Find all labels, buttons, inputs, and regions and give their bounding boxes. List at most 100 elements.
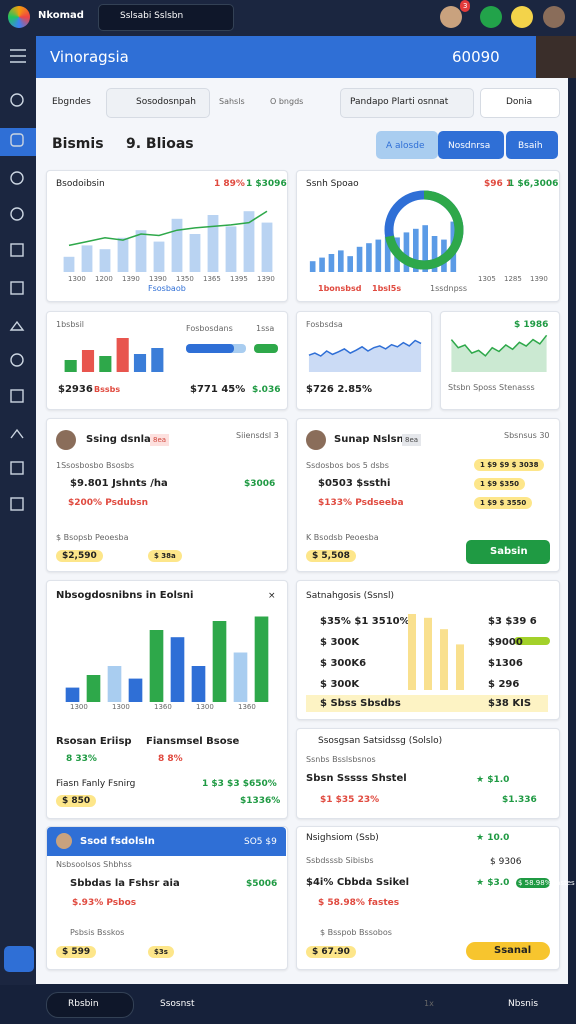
menu[interactable]: Donia <box>506 97 533 107</box>
progress-bar <box>186 344 234 353</box>
avatar <box>56 430 76 450</box>
option: O bngds <box>270 97 304 106</box>
date-button[interactable] <box>106 88 210 118</box>
tabs[interactable]: A alosde <box>386 141 425 151</box>
bar <box>151 348 164 372</box>
pill: $ 58.98% fastes <box>518 879 575 887</box>
card <box>296 311 432 410</box>
bar <box>403 232 410 272</box>
meta: Siiensdsl 3 <box>236 431 279 440</box>
bar <box>133 354 147 372</box>
amount: $ 67.90 <box>306 946 356 958</box>
sidebar-active[interactable] <box>0 128 36 156</box>
donut-segment <box>384 190 464 270</box>
bar <box>319 257 325 272</box>
bar <box>366 243 372 272</box>
bar <box>422 225 428 272</box>
bar <box>86 675 101 702</box>
item-values: $3 $39 6 <box>488 616 537 627</box>
speed: 1x <box>424 999 434 1008</box>
chart <box>450 334 548 372</box>
action-button[interactable] <box>466 942 550 960</box>
rating: ★ 10.0 <box>476 833 510 843</box>
avatar[interactable] <box>480 6 502 28</box>
avatar[interactable] <box>511 6 533 28</box>
value: $ 9306 <box>490 857 522 867</box>
chart <box>65 616 269 702</box>
x-labels: 1390 <box>122 275 140 283</box>
tabs[interactable]: Nosdnrsa <box>448 141 491 151</box>
bar <box>440 629 448 690</box>
change: $200% Psdubsn <box>68 498 149 508</box>
x-labels: 1365 <box>203 275 221 283</box>
tag: 8ea <box>150 434 170 446</box>
menu: Nbsnis <box>508 999 539 1009</box>
title: Bsodoibsin <box>56 179 105 189</box>
range-button[interactable] <box>340 88 474 118</box>
title: Nsighsiom (Ssb) <box>306 833 379 843</box>
title: Nbsogdosnibns in Eolsni <box>56 590 194 601</box>
bar <box>225 226 237 272</box>
avatar <box>306 430 326 450</box>
bar <box>99 356 112 372</box>
x-labels: 1395 <box>230 275 248 283</box>
line <box>308 339 422 357</box>
chart <box>408 614 464 690</box>
menu-dropdown[interactable] <box>480 88 560 118</box>
left-value: 8 33% <box>66 754 97 764</box>
bar <box>81 350 95 372</box>
action[interactable]: Sabsin <box>490 546 528 557</box>
x-labels: 1305 <box>478 275 496 283</box>
user-button[interactable] <box>46 992 134 1018</box>
bar <box>384 236 391 272</box>
progress-label: 1ssa <box>256 324 275 333</box>
range[interactable]: Pandapo Plarti osnnat <box>350 97 449 107</box>
change: Bssbs <box>94 385 121 394</box>
chart <box>308 339 422 372</box>
tab[interactable] <box>506 131 558 159</box>
avatar[interactable] <box>440 6 462 28</box>
badge: $3s <box>148 946 174 958</box>
workspace-select[interactable] <box>98 4 234 31</box>
date[interactable]: Sosodosnpah <box>136 97 196 107</box>
legends: 1bsl5s <box>372 284 402 293</box>
progress-title: Fosbosdans <box>186 324 233 333</box>
profile-avatar[interactable] <box>536 36 576 78</box>
name: Sunap Nslsne <box>334 434 411 445</box>
item: Sbbdas la Fshsr aia <box>70 878 180 889</box>
x-labels: 1200 <box>95 275 113 283</box>
user[interactable]: Rbsbin <box>68 999 99 1009</box>
bar <box>413 228 419 272</box>
sidebar-action[interactable] <box>4 946 34 972</box>
tags: 1 $9 $9 $ 3038 <box>474 459 545 471</box>
action-button[interactable] <box>466 540 550 564</box>
stat: $726 2.85% <box>306 384 373 395</box>
name: $4i% Cbbda Ssikel <box>306 877 410 888</box>
tab[interactable] <box>438 131 504 159</box>
tags: 1 $9 $350 <box>474 478 525 490</box>
action[interactable]: Ssanal <box>494 945 532 956</box>
change: 1 89% <box>214 179 245 189</box>
tabs[interactable]: Bsaih <box>518 141 543 151</box>
card <box>296 728 560 819</box>
legend: Fsosbaob <box>148 284 186 293</box>
card <box>440 311 560 410</box>
footer-right: $38 KIS <box>488 698 532 709</box>
bar <box>212 621 227 702</box>
x-labels: 1360 <box>238 703 256 711</box>
bar <box>191 666 206 702</box>
close[interactable]: × <box>268 591 276 601</box>
item-value: $3006 <box>244 479 276 489</box>
change: $ 58.98% fastes <box>318 898 400 908</box>
card <box>46 580 288 819</box>
progress <box>514 637 550 645</box>
change: $1 $35 23% <box>320 795 380 805</box>
avatar[interactable] <box>543 6 565 28</box>
tab[interactable] <box>376 131 438 159</box>
footer: $ Bsopsb Peoesba <box>56 533 129 542</box>
items: $35% $1 3510% <box>320 616 410 627</box>
amount: $ 850 <box>56 795 97 807</box>
bar <box>149 630 164 702</box>
bar <box>347 256 353 272</box>
title: 1bsbsil <box>56 320 85 329</box>
